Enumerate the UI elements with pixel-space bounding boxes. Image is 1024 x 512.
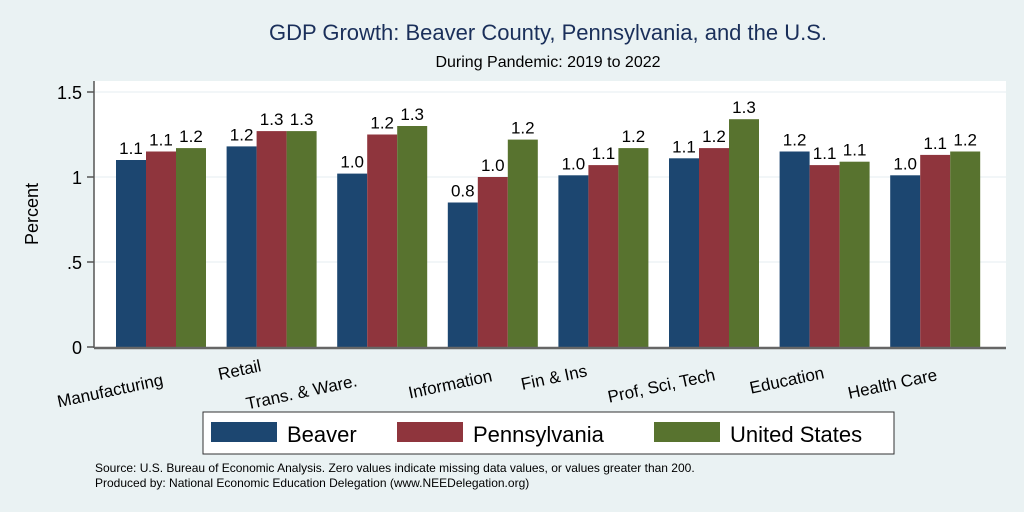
bar-pennsylvania: [477, 177, 508, 347]
bar-beaver: [558, 175, 589, 347]
data-label-pennsylvania: 1.1: [923, 134, 947, 153]
legend: Beaver Pennsylvania United States: [202, 411, 895, 455]
bar-beaver: [116, 160, 146, 347]
data-label-united-states: 1.2: [179, 127, 203, 146]
bar-pennsylvania: [588, 165, 619, 347]
data-label-beaver: 1.0: [340, 153, 364, 172]
bar-united-states: [950, 151, 981, 347]
x-tick-label: Retail: [216, 356, 262, 384]
data-label-united-states: 1.3: [732, 98, 756, 117]
bar-united-states: [839, 161, 870, 347]
data-label-united-states: 1.1: [843, 141, 867, 160]
legend-label-beaver: Beaver: [287, 422, 357, 447]
bar-beaver: [779, 151, 810, 347]
bar-beaver: [669, 158, 699, 347]
y-tick-label: 1: [72, 168, 82, 188]
bar-pennsylvania: [699, 148, 729, 347]
data-label-pennsylvania: 1.2: [370, 114, 394, 133]
data-label-united-states: 1.2: [511, 119, 535, 138]
data-label-pennsylvania: 1.3: [260, 110, 284, 129]
data-label-united-states: 1.2: [622, 127, 646, 146]
y-tick-label: .5: [67, 253, 82, 273]
y-axis-label: Percent: [22, 183, 42, 245]
x-tick-label: Education: [748, 363, 826, 397]
bar-united-states: [286, 131, 317, 347]
data-label-beaver: 1.2: [230, 125, 254, 144]
y-tick-label: 1.5: [57, 83, 82, 103]
data-label-united-states: 1.3: [400, 105, 424, 124]
data-label-beaver: 0.8: [451, 182, 475, 201]
bar-united-states: [507, 139, 538, 347]
data-label-beaver: 1.0: [893, 154, 917, 173]
bar-beaver: [890, 175, 921, 347]
y-tick-label: 0: [72, 338, 82, 358]
bar-united-states: [397, 126, 428, 347]
x-tick-label: Manufacturing: [56, 370, 165, 411]
data-label-beaver: 1.2: [783, 131, 807, 150]
producer-note: Produced by: National Economic Education…: [95, 476, 529, 490]
bar-beaver: [447, 202, 478, 347]
bar-pennsylvania: [256, 131, 287, 347]
data-label-pennsylvania: 1.1: [592, 144, 616, 163]
data-label-pennsylvania: 1.2: [702, 127, 726, 146]
data-label-united-states: 1.3: [290, 110, 314, 129]
data-label-pennsylvania: 1.1: [813, 144, 837, 163]
chart-title: GDP Growth: Beaver County, Pennsylvania,…: [269, 20, 827, 45]
x-tick-label: Fin & Ins: [519, 361, 589, 394]
data-label-pennsylvania: 1.0: [481, 156, 505, 175]
legend-swatch-beaver: [211, 422, 277, 442]
legend-label-united-states: United States: [730, 422, 862, 447]
data-label-pennsylvania: 1.1: [149, 131, 173, 150]
bar-pennsylvania: [809, 165, 840, 347]
bar-pennsylvania: [920, 154, 951, 347]
chart-subtitle: During Pandemic: 2019 to 2022: [435, 54, 660, 71]
x-tick-label: Trans. & Ware.: [244, 371, 359, 413]
legend-box: [202, 411, 895, 455]
legend-swatch-pennsylvania: [397, 422, 463, 442]
source-note: Source: U.S. Bureau of Economic Analysis…: [95, 461, 695, 475]
legend-label-pennsylvania: Pennsylvania: [473, 422, 605, 447]
bars: [116, 119, 981, 347]
x-tick-label: Prof, Sci, Tech: [606, 365, 717, 406]
data-label-united-states: 1.2: [953, 131, 977, 150]
y-ticks: 0 .5 1 1.5: [57, 83, 94, 358]
data-labels: 1.1 1.1 1.2 1.2 1.3 1.3 1.0 1.2 1.3 0.8 1.0 1.2 1.0 1…: [119, 98, 977, 200]
bar-beaver: [337, 173, 368, 347]
bar-united-states: [618, 148, 649, 347]
bar-beaver: [226, 146, 257, 347]
bar-united-states: [729, 119, 759, 347]
x-tick-label: Information: [407, 366, 494, 402]
bar-pennsylvania: [367, 134, 398, 347]
data-label-beaver: 1.1: [119, 139, 143, 158]
data-label-beaver: 1.0: [562, 154, 586, 173]
bar-united-states: [176, 148, 206, 347]
x-tick-label: Health Care: [846, 365, 939, 402]
legend-swatch-united-states: [654, 422, 720, 442]
bar-pennsylvania: [146, 151, 176, 347]
data-label-beaver: 1.1: [672, 137, 696, 156]
